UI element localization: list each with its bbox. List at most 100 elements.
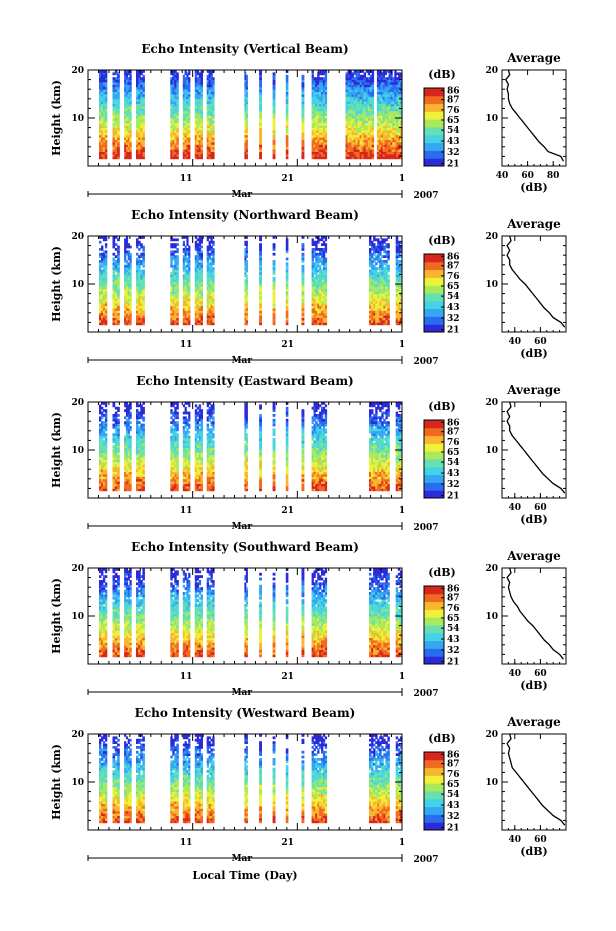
heatmap-cell bbox=[186, 250, 189, 254]
heatmap-cell bbox=[125, 300, 129, 304]
heatmap-cell bbox=[259, 255, 262, 258]
heatmap-cell bbox=[117, 312, 120, 316]
heatmap-cell bbox=[317, 146, 320, 150]
heatmap-cell bbox=[102, 127, 106, 131]
heatmap-cell bbox=[101, 300, 104, 304]
heatmap-cell bbox=[285, 77, 289, 80]
heatmap-cell bbox=[196, 250, 200, 254]
heatmap-cell bbox=[212, 137, 215, 140]
heatmap-cell bbox=[127, 132, 130, 136]
heatmap-cell bbox=[357, 103, 360, 107]
heatmap-cell bbox=[369, 86, 373, 90]
heatmap-cell bbox=[400, 142, 403, 145]
heatmap-cell bbox=[394, 115, 397, 119]
heatmap-cell bbox=[208, 257, 211, 261]
heatmap-cell bbox=[376, 115, 380, 119]
heatmap-cell bbox=[129, 300, 132, 304]
heatmap-cell bbox=[170, 149, 173, 152]
heatmap-cell bbox=[259, 108, 262, 112]
heatmap-cell bbox=[371, 149, 375, 152]
heatmap-cell bbox=[104, 488, 108, 492]
heatmap-cell bbox=[315, 98, 318, 102]
heatmap-cell bbox=[245, 317, 248, 321]
heatmap-cell bbox=[102, 106, 106, 109]
heatmap-cell bbox=[127, 139, 130, 143]
heatmap-cell bbox=[138, 89, 141, 92]
heatmap-cell bbox=[400, 144, 403, 148]
heatmap-cell bbox=[324, 298, 328, 302]
heatmap-cell bbox=[136, 245, 139, 249]
heatmap-cell bbox=[319, 286, 322, 290]
heatmap-cell bbox=[101, 459, 104, 463]
heatmap-cell bbox=[371, 245, 374, 249]
heatmap-cell bbox=[317, 125, 320, 128]
heatmap-cell bbox=[117, 146, 120, 150]
heatmap-cell bbox=[311, 84, 314, 88]
heatmap-cell bbox=[127, 293, 130, 297]
heatmap-cell bbox=[301, 248, 305, 251]
heatmap-cell bbox=[379, 269, 382, 273]
heatmap-cell bbox=[357, 82, 360, 85]
heatmap-cell bbox=[361, 96, 364, 100]
heatmap-cell bbox=[313, 125, 316, 128]
heatmap-cell bbox=[170, 108, 173, 112]
heatmap-cell bbox=[142, 106, 145, 109]
heatmap-cell bbox=[363, 101, 366, 104]
heatmap-cell bbox=[198, 106, 202, 109]
heatmap-cell bbox=[377, 245, 380, 249]
heatmap-cell bbox=[400, 98, 403, 102]
heatmap-cell bbox=[170, 245, 173, 249]
heatmap-cell bbox=[400, 134, 403, 138]
heatmap-cell bbox=[136, 74, 139, 78]
heatmap-cell bbox=[363, 89, 366, 92]
heatmap-cell bbox=[313, 288, 316, 292]
heatmap-cell bbox=[322, 262, 326, 266]
heatmap-cell bbox=[381, 312, 384, 316]
heatmap-cell bbox=[186, 260, 189, 263]
heatmap-cell bbox=[381, 308, 384, 311]
heatmap-cell bbox=[124, 293, 127, 297]
heatmap-cell bbox=[99, 300, 102, 304]
heatmap-cell bbox=[125, 245, 129, 249]
heatmap-cell bbox=[398, 96, 401, 100]
heatmap-cell bbox=[172, 139, 175, 143]
heatmap-cell bbox=[359, 149, 362, 152]
heatmap-cell bbox=[381, 305, 384, 309]
heatmap-cell bbox=[322, 139, 326, 143]
heatmap-cell bbox=[301, 142, 305, 145]
heatmap-cell bbox=[400, 84, 403, 88]
heatmap-cell bbox=[353, 86, 356, 90]
heatmap-cell bbox=[359, 89, 362, 92]
colorbar-segment bbox=[424, 308, 444, 317]
heatmap-cell bbox=[381, 291, 384, 294]
heatmap-cell bbox=[194, 269, 198, 273]
heatmap-cell bbox=[322, 260, 326, 263]
heatmap-cell bbox=[383, 296, 386, 299]
heatmap-cell bbox=[212, 272, 215, 275]
heatmap-cell bbox=[196, 84, 200, 88]
heatmap-cell bbox=[114, 144, 118, 148]
heatmap-cell bbox=[184, 300, 187, 304]
heatmap-cell bbox=[385, 303, 388, 306]
heatmap-cell bbox=[114, 84, 118, 88]
heatmap-cell bbox=[382, 89, 385, 92]
heatmap-cell bbox=[142, 154, 145, 157]
heatmap-cell bbox=[384, 137, 387, 140]
heatmap-cell bbox=[174, 84, 177, 88]
heatmap-cell bbox=[349, 106, 352, 109]
heatmap-cell bbox=[375, 320, 378, 323]
heatmap-cell bbox=[138, 149, 141, 152]
average-x-label: (dB) bbox=[520, 347, 547, 360]
heatmap-cell bbox=[315, 91, 318, 95]
heatmap-cell bbox=[196, 106, 200, 109]
heatmap-cell bbox=[373, 281, 376, 285]
heatmap-cell bbox=[125, 96, 129, 100]
heatmap-cell bbox=[99, 149, 102, 152]
heatmap-cell bbox=[127, 101, 130, 104]
heatmap-cell bbox=[136, 262, 139, 266]
heatmap-cell bbox=[315, 322, 318, 326]
heatmap-cell bbox=[321, 84, 324, 88]
heatmap-cell bbox=[142, 274, 145, 278]
heatmap-cell bbox=[359, 82, 362, 85]
heatmap-cell bbox=[367, 91, 371, 95]
